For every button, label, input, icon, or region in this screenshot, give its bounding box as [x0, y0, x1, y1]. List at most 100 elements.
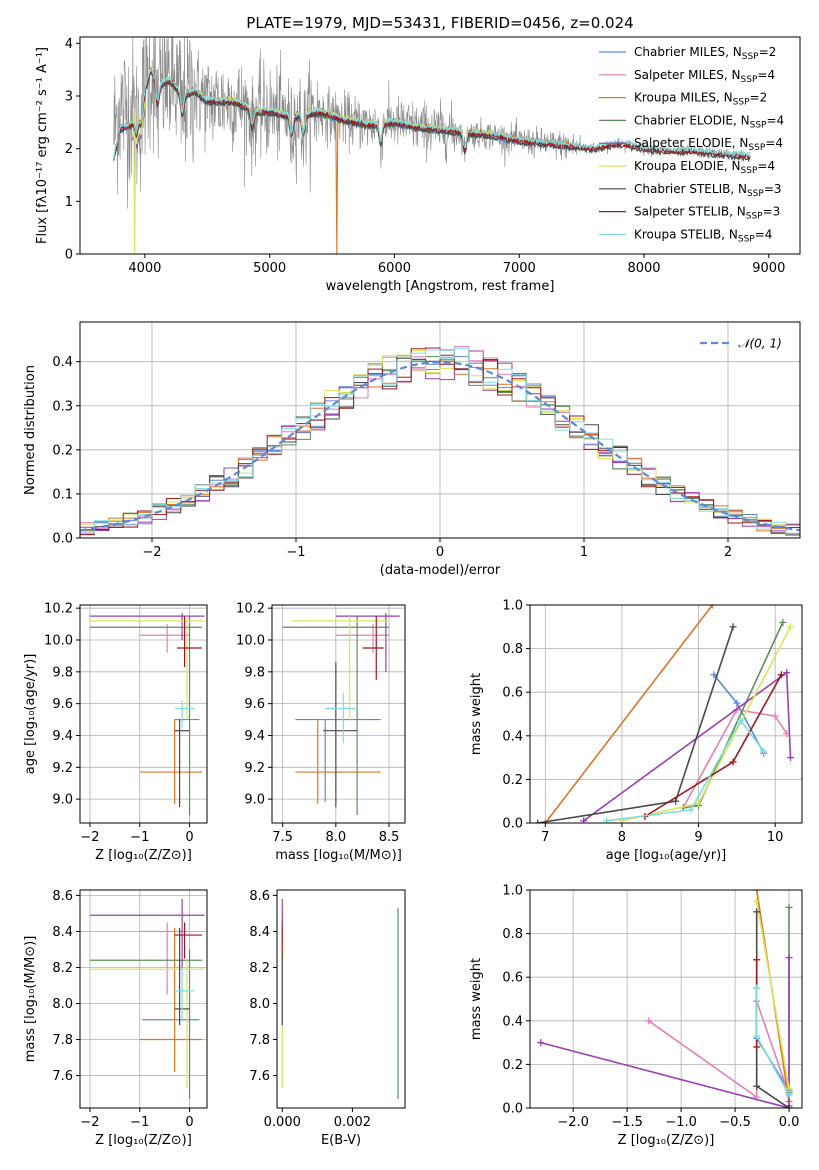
x-tick-label: 5000 [253, 261, 286, 276]
y-axis-label: mass weight [469, 958, 484, 1040]
errorbar-point-chabrier-stelib [323, 662, 358, 808]
errorbar-point-salpeter-stelib [174, 922, 203, 959]
axes-border [529, 889, 803, 1109]
x-tick-label: −1 [286, 545, 305, 560]
x-axis-label: Z [log₁₀(Z/Z⊙)] [618, 1133, 715, 1148]
y-tick-label: 8.6 [249, 889, 270, 904]
histogram-salpeter-elodie [80, 350, 800, 532]
series-salpeter-stelib [641, 671, 785, 820]
y-tick-label: 0.8 [502, 642, 523, 657]
x-tick-label: −1 [130, 1115, 149, 1130]
errorbar-point-kroupa-miles [139, 719, 203, 804]
y-axis-label: Flux [fλ10⁻¹⁷ erg cm⁻² s⁻¹ A⁻¹] [35, 47, 50, 244]
point-marker [785, 1091, 793, 1099]
model-line-kroupa-stelib [113, 68, 751, 160]
y-tick-label: 0.2 [52, 443, 73, 458]
point-marker [687, 806, 695, 814]
x-tick-label: 9 [694, 830, 702, 845]
legend-entry: Salpeter MILES, NSSP=4 [634, 68, 775, 85]
series-chabrier-stelib [534, 623, 737, 823]
errorbar-point-chabrier-elodie [89, 616, 203, 816]
y-tick-label: 7.6 [52, 1069, 73, 1084]
axes-border [79, 36, 801, 255]
point-marker [753, 908, 761, 916]
point-marker [787, 623, 795, 631]
x-tick-label: −2 [80, 830, 99, 845]
series-kroupa-miles [541, 605, 716, 823]
y-tick-label: 8.6 [52, 889, 73, 904]
point-marker [603, 817, 611, 823]
x-tick-label: −1 [130, 830, 149, 845]
y-axis-label: mass weight [469, 673, 484, 755]
x-tick-label: −2 [80, 1115, 99, 1130]
errorbar-point-salpeter-stelib [362, 616, 384, 680]
y-tick-label: 0.0 [502, 1102, 523, 1117]
x-tick-label: −0.5 [719, 1115, 751, 1130]
axes-border [79, 889, 208, 1109]
y-tick-label: 8.4 [249, 925, 270, 940]
x-tick-label: 7 [541, 830, 549, 845]
normal-curve [80, 360, 800, 532]
x-tick-label: 0 [185, 1115, 193, 1130]
legend-entry: Kroupa MILES, NSSP=2 [634, 91, 767, 108]
point-marker [783, 669, 791, 677]
axes-frame: −2 −1 0 1 2 0.0 0.1 0.2 0.3 0.4 (data-model)/error… [23, 321, 801, 578]
point-marker [753, 984, 761, 992]
y-tick-label: 8.2 [52, 961, 73, 976]
errorbar-point-salpeter-miles [139, 922, 190, 995]
errorbar-point-kroupa-elodie [291, 616, 390, 720]
y-tick-label: 9.4 [244, 729, 265, 744]
panel-residuals: −2 −1 0 1 2 0.0 0.1 0.2 0.3 0.4 (data-model)/error… [23, 321, 801, 578]
point-marker [753, 1043, 761, 1051]
y-axis-label: mass [log₁₀(M/M⊙)] [23, 936, 38, 1063]
series-kroupa-elodie [753, 897, 793, 1092]
point-marker [672, 797, 680, 805]
axes-frame: −2 −1 0 9.0 9.2 9.4 9.6 9.8 10.0 10.2 Z [log₁₀(Z/Z… [23, 602, 208, 863]
point-marker [729, 758, 737, 766]
axes-frame: −2.0 −1.5 −1.0 −0.5 0.0 0.0 0.2 0.4 0.6 0.8 1.0 Z [… [469, 884, 803, 1148]
x-tick-label: 2 [724, 545, 732, 560]
y-tick-label: 8.4 [52, 925, 73, 940]
y-tick-label: 0.2 [502, 773, 523, 788]
x-tick-label: 8000 [627, 261, 660, 276]
point-marker [708, 605, 716, 609]
axes-border [79, 604, 208, 824]
x-tick-label: 6000 [378, 261, 411, 276]
x-axis-label: age [log₁₀(age/yr)] [606, 848, 727, 863]
y-tick-label: 0.0 [52, 532, 73, 547]
plot-area [80, 346, 800, 536]
y-tick-label: 10.2 [44, 602, 73, 617]
x-tick-label: 4000 [128, 261, 161, 276]
plot-area [537, 890, 793, 1108]
y-tick-label: 9.0 [52, 793, 73, 808]
y-tick-label: 10.0 [44, 634, 73, 649]
point-marker [779, 618, 787, 626]
legend: 𝒩(0, 1) [700, 337, 782, 351]
x-tick-label: −1.0 [665, 1115, 697, 1130]
errorbar-point-chabrier-miles [295, 718, 381, 803]
point-marker [787, 754, 795, 762]
axes-border [271, 604, 406, 824]
x-tick-label: 0 [185, 830, 193, 845]
point-marker [710, 671, 718, 679]
y-tick-label: 9.6 [52, 697, 73, 712]
legend-entry: Kroupa ELODIE, NSSP=4 [634, 159, 775, 176]
axes-frame: 4000 5000 6000 7000 8000 9000 0 1 2 3 4 wavelength … [35, 14, 801, 294]
errorbar-point-chabrier-stelib [174, 719, 190, 808]
x-tick-label: 9000 [752, 261, 785, 276]
x-tick-label: 0.0 [779, 1115, 800, 1130]
y-tick-label: 0.4 [502, 1014, 523, 1029]
errorbar-point-kroupa-elodie [89, 616, 205, 720]
histogram-kroupa-stelib [80, 347, 800, 535]
x-tick-label: 8.5 [379, 830, 400, 845]
y-tick-label: 0.6 [502, 686, 523, 701]
legend-entry: Salpeter ELODIE, NSSP=4 [634, 136, 783, 153]
x-tick-label: 0 [436, 545, 444, 560]
panel-mass-vs-ebv: 0.000 0.002 7.6 7.8 8.0 8.2 8.4 8.6 E(B-V) [249, 889, 406, 1148]
series-salpeter-miles [645, 997, 793, 1101]
legend-entry: Kroupa STELIB, NSSP=4 [634, 227, 772, 244]
point-marker [534, 819, 542, 823]
y-tick-label: 3 [65, 89, 73, 104]
x-axis-label: mass [log₁₀(M/M⊙)] [275, 848, 402, 863]
errorbar-point-salpeter-stelib [177, 616, 203, 668]
